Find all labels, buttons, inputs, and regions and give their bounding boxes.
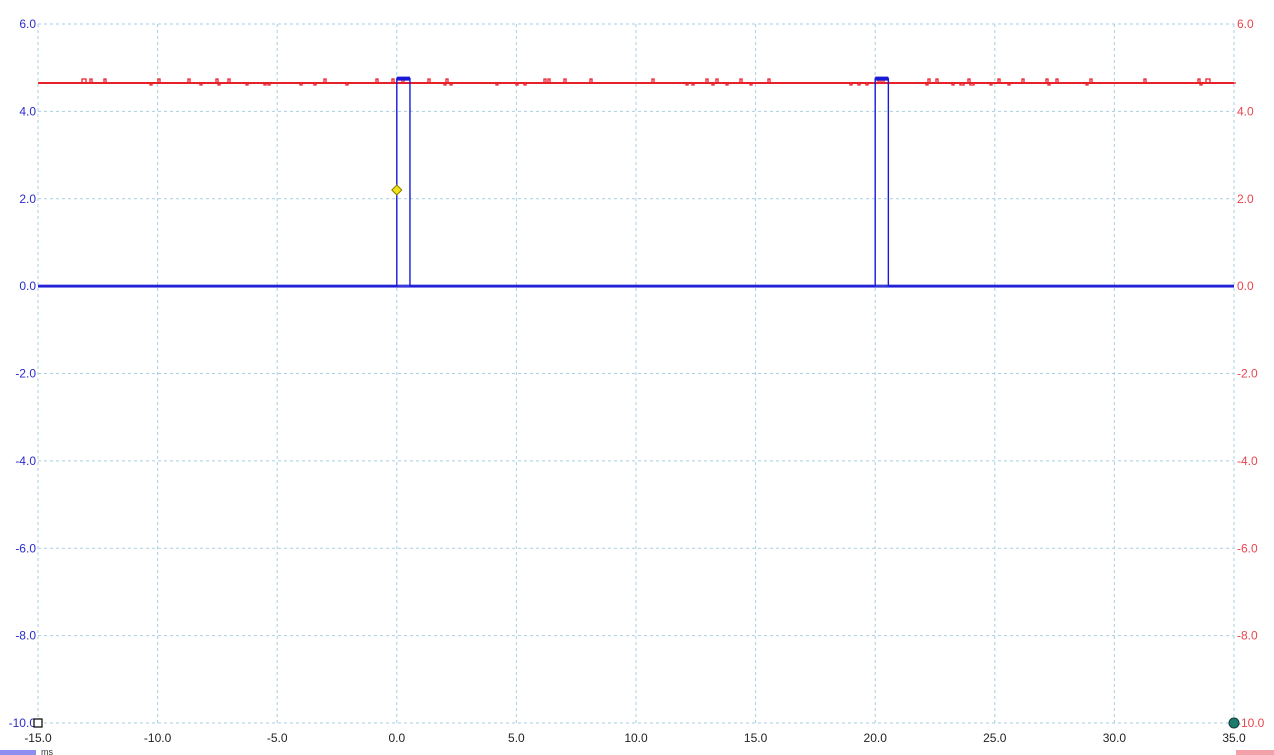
right-axis-tick-label: 6.0 [1237, 17, 1254, 31]
x-unit-label: ms [41, 747, 53, 755]
x-axis-tick-label: -15.0 [24, 731, 52, 745]
right-axis-tick-label: -2.0 [1237, 367, 1258, 381]
trigger-marker-icon[interactable] [391, 184, 403, 196]
left-axis-tick-label: -8.0 [15, 629, 36, 643]
series-red-trace [38, 78, 1236, 86]
right-axis-tick-labels: 6.0 4.0 2.0 0.0 -2.0 -4.0 -6.0 -8.0 -10.0 [1237, 17, 1265, 730]
right-axis-tick-label: -6.0 [1237, 541, 1258, 555]
x-axis-tick-label: -10.0 [144, 731, 172, 745]
x-axis-tick-label: 5.0 [508, 731, 525, 745]
right-axis-tick-label: -8.0 [1237, 629, 1258, 643]
right-axis-tick-label: 0.0 [1237, 279, 1254, 293]
left-axis-tick-label: -2.0 [15, 367, 36, 381]
grid-layer [37, 23, 1235, 724]
left-axis-tick-labels: 6.0 4.0 2.0 0.0 -2.0 -4.0 -6.0 -8.0 -10.0 [9, 17, 37, 730]
marker-layer [0, 184, 1274, 755]
right-axis-tick-label: 2.0 [1237, 192, 1254, 206]
series-blue-trace [38, 76, 1234, 288]
right-axis-tick-label: -10.0 [1237, 716, 1265, 730]
channel-a-badge[interactable] [0, 750, 36, 755]
left-axis-tick-label: 4.0 [19, 104, 36, 118]
left-axis-tick-label: 2.0 [19, 192, 36, 206]
x-axis-tick-label: -5.0 [267, 731, 288, 745]
right-axis-tick-label: 4.0 [1237, 104, 1254, 118]
x-axis-tick-label: 20.0 [864, 731, 888, 745]
left-axis-tick-label: -10.0 [9, 716, 37, 730]
x-axis-tick-label: 15.0 [744, 731, 768, 745]
x-axis-tick-labels: -15.0 -10.0 -5.0 0.0 5.0 10.0 15.0 20.0 25.0 30.0… [24, 731, 1246, 745]
series-layer [38, 76, 1236, 288]
x-axis-tick-label: 0.0 [388, 731, 405, 745]
x-axis-tick-label: 25.0 [983, 731, 1007, 745]
left-axis-tick-label: -4.0 [15, 454, 36, 468]
x-axis-tick-label: 30.0 [1103, 731, 1127, 745]
left-reference-square-icon[interactable] [33, 718, 43, 728]
x-axis-tick-label: 10.0 [624, 731, 648, 745]
right-reference-circle-icon[interactable] [1228, 717, 1240, 729]
left-axis-tick-label: 6.0 [19, 17, 36, 31]
left-axis-tick-label: -6.0 [15, 541, 36, 555]
right-axis-tick-label: -4.0 [1237, 454, 1258, 468]
left-axis-tick-label: 0.0 [19, 279, 36, 293]
x-axis-tick-label: 35.0 [1222, 731, 1246, 745]
channel-b-badge[interactable] [1236, 750, 1274, 755]
